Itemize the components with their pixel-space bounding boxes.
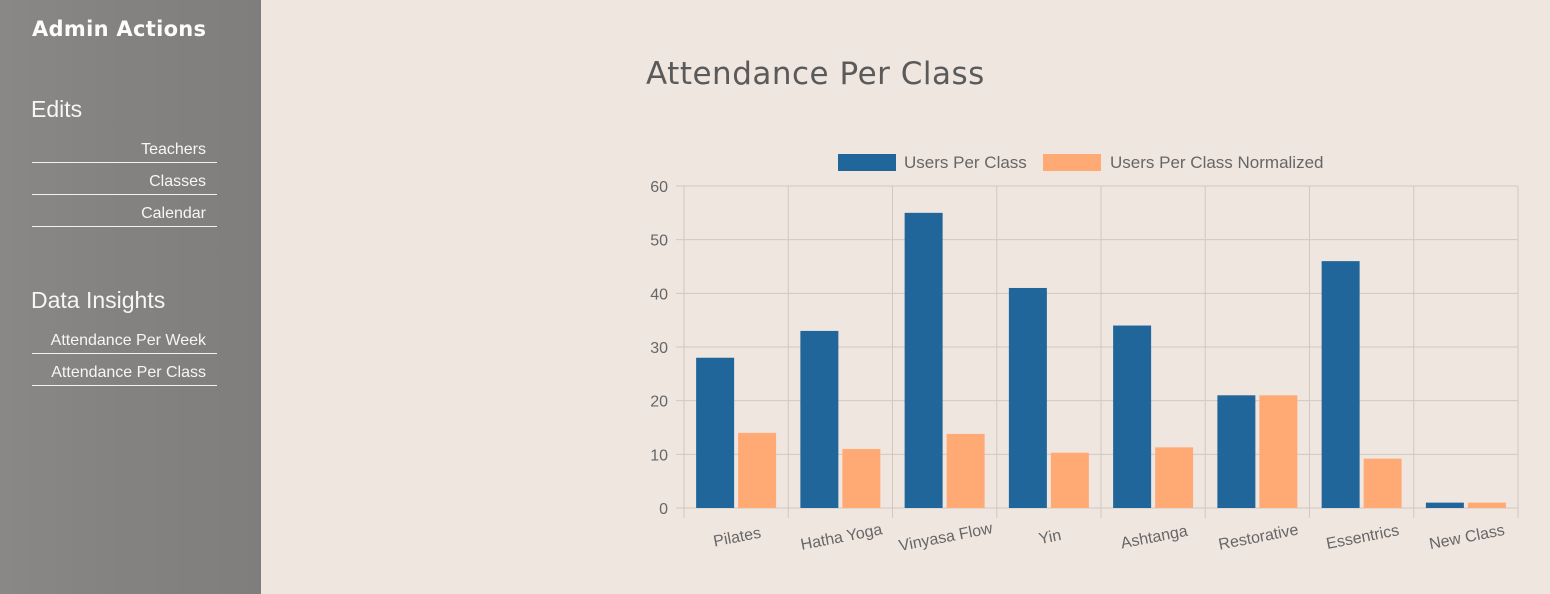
bar-normalized-essentrics[interactable] <box>1363 458 1402 508</box>
y-tick-label: 20 <box>650 394 668 411</box>
bar-users-restorative[interactable] <box>1217 395 1256 508</box>
x-tick-label: Hatha Yoga <box>799 521 884 553</box>
nav-item-teachers[interactable]: Teachers <box>32 139 217 163</box>
nav-item-attendance-per-class[interactable]: Attendance Per Class <box>32 362 217 386</box>
x-tick-label: Yin <box>1037 527 1062 548</box>
nav-item-attendance-per-week[interactable]: Attendance Per Week <box>32 330 217 354</box>
sidebar: Admin Actions Edits Teachers Classes Cal… <box>0 0 261 594</box>
x-tick-label: Pilates <box>712 525 762 551</box>
sidebar-title: Admin Actions <box>32 17 207 41</box>
y-tick-label: 10 <box>650 447 668 464</box>
y-tick-label: 30 <box>650 340 668 357</box>
nav-item-calendar[interactable]: Calendar <box>32 203 217 227</box>
bar-users-essentrics[interactable] <box>1321 261 1360 508</box>
x-tick-label: Ashtanga <box>1119 523 1189 553</box>
y-tick-label: 0 <box>659 501 668 518</box>
bar-normalized-pilates[interactable] <box>738 432 777 508</box>
bar-normalized-vinyasa-flow[interactable] <box>946 433 985 508</box>
y-tick-label: 50 <box>650 233 668 250</box>
bar-users-ashtanga[interactable] <box>1113 325 1152 508</box>
nav-item-classes[interactable]: Classes <box>32 171 217 195</box>
chart-legend: Users Per Class Users Per Class Normalize… <box>838 153 1324 172</box>
bar-users-new-class[interactable] <box>1425 502 1464 508</box>
bar-users-yin[interactable] <box>1008 287 1047 508</box>
y-tick-label: 40 <box>650 286 668 303</box>
bar-users-vinyasa-flow[interactable] <box>904 212 943 509</box>
x-tick-label: Vinyasa Flow <box>898 520 995 555</box>
x-tick-label: New Class <box>1428 522 1506 553</box>
y-tick-label: 60 <box>650 179 668 196</box>
bar-normalized-yin[interactable] <box>1050 452 1089 508</box>
x-tick-label: Restorative <box>1217 521 1300 553</box>
bar-users-hatha-yoga[interactable] <box>800 330 839 508</box>
section-heading-edits: Edits <box>31 96 83 122</box>
legend-label[interactable]: Users Per Class <box>904 153 1027 172</box>
bar-normalized-hatha-yoga[interactable] <box>842 448 881 508</box>
section-heading-data-insights: Data Insights <box>31 287 166 313</box>
page-title: Attendance Per Class <box>646 56 985 92</box>
bar-normalized-new-class[interactable] <box>1467 502 1506 508</box>
chart-bars <box>696 212 1506 509</box>
legend-swatch[interactable] <box>838 154 896 171</box>
bar-normalized-restorative[interactable] <box>1259 395 1298 508</box>
legend-swatch[interactable] <box>1043 154 1101 171</box>
legend-label[interactable]: Users Per Class Normalized <box>1110 153 1324 172</box>
x-tick-label: Essentrics <box>1325 522 1401 553</box>
bar-normalized-ashtanga[interactable] <box>1155 447 1194 508</box>
bar-users-pilates[interactable] <box>696 357 735 508</box>
